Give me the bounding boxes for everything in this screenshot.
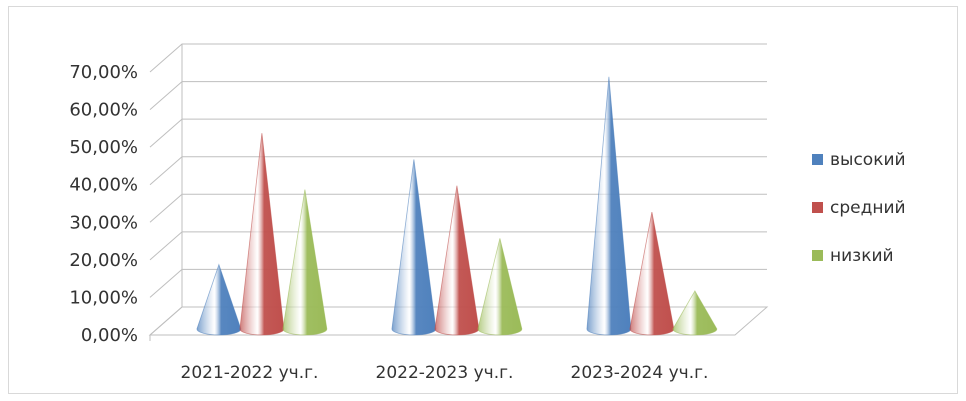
legend-label: низкий <box>830 246 894 266</box>
gridline <box>149 156 767 186</box>
legend: высокий средний низкий <box>812 150 906 266</box>
gridlines <box>149 43 767 298</box>
cone-1-1 <box>434 185 480 336</box>
cone-2-0 <box>282 189 328 336</box>
y-tick-label: 60,00% <box>69 100 138 121</box>
gridline <box>149 231 767 261</box>
legend-swatch <box>812 154 823 165</box>
x-tick-label: 2021-2022 уч.г. <box>181 363 319 383</box>
x-tick-label: 2022-2023 уч.г. <box>376 363 514 383</box>
cone-0-0 <box>196 263 242 336</box>
cone-1-0 <box>239 133 285 336</box>
legend-swatch <box>812 202 823 213</box>
cone-2-1 <box>477 238 523 336</box>
gridline <box>149 118 767 148</box>
cone-1-2 <box>629 211 675 336</box>
y-tick-label: 0,00% <box>81 325 138 346</box>
legend-label: средний <box>830 198 906 218</box>
y-axis-ticks: 0,00% 10,00% 20,00% 30,00% 40,00% 50,00% 60,00… <box>69 62 138 346</box>
y-tick-label: 50,00% <box>69 137 138 158</box>
gridline <box>149 81 767 110</box>
chart-walls <box>148 44 769 341</box>
y-tick-label: 40,00% <box>69 175 138 196</box>
legend-swatch <box>812 250 823 261</box>
y-tick-label: 70,00% <box>69 62 138 83</box>
y-tick-label: 10,00% <box>69 287 138 308</box>
x-tick-label: 2023-2024 уч.г. <box>571 363 709 383</box>
gridline <box>149 268 767 298</box>
cone-0-2 <box>586 76 632 336</box>
legend-label: высокий <box>830 150 906 170</box>
x-axis-ticks: 2021-2022 уч.г. 2022-2023 уч.г. 2023-2024 … <box>181 363 709 383</box>
cones <box>196 76 718 336</box>
gridline <box>149 43 767 73</box>
cone-0-1 <box>391 159 437 336</box>
y-tick-label: 20,00% <box>69 250 138 271</box>
gridline <box>149 193 767 223</box>
y-tick-label: 30,00% <box>69 212 138 233</box>
cone-2-2 <box>672 290 718 336</box>
